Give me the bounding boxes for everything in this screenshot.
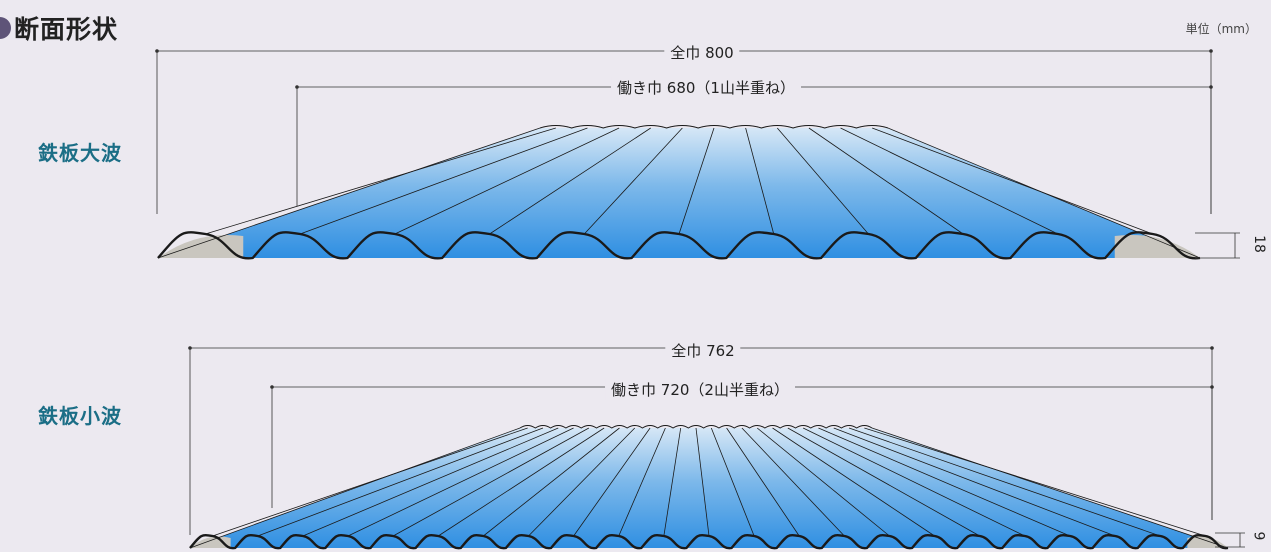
- total-width-small-wave: 全巾 762: [665, 340, 741, 361]
- ridge-line: [833, 427, 1116, 537]
- product-label-large-wave: 鉄板大波: [38, 141, 122, 165]
- ridge-line: [741, 427, 845, 537]
- sheet-surface: [158, 128, 1200, 258]
- sheet-top-edge: [539, 125, 889, 129]
- ridge-line: [872, 127, 1153, 235]
- product-label-small-wave: 鉄板小波: [38, 404, 122, 428]
- ridge-line: [394, 127, 620, 235]
- ridge-line: [618, 427, 666, 537]
- total-width-large-wave: 全巾 800: [664, 42, 740, 63]
- ridge-line: [787, 427, 980, 537]
- ridge-line: [437, 427, 605, 537]
- ridge-line: [257, 427, 544, 537]
- ridge-line: [573, 427, 651, 537]
- ridge-line: [347, 427, 574, 537]
- section-heading: 断面形状: [0, 10, 118, 46]
- working-width-large-wave: 働き巾 680（1山半重ね）: [611, 77, 801, 98]
- large-wave-sheet: [157, 125, 1201, 260]
- ridge-line: [864, 427, 1206, 537]
- sheet-side-right: [887, 127, 1201, 259]
- sheet-surface: [190, 428, 1228, 548]
- sheet-underside-right: [1114, 234, 1200, 258]
- ridge-line: [848, 427, 1161, 537]
- ridge-line: [808, 127, 964, 235]
- ridge-line: [695, 427, 710, 537]
- ridge-line: [840, 127, 1059, 235]
- working-width-small-wave: 働き巾 720（2山半重ね）: [605, 379, 795, 400]
- section-title: 断面形状: [14, 15, 119, 44]
- sheet-underside-left: [158, 234, 244, 258]
- height-dim-small-wave: 9: [1250, 531, 1267, 541]
- ridge-line: [710, 427, 755, 537]
- ridge-line: [489, 127, 651, 235]
- ridge-line: [299, 127, 588, 235]
- ridge-line: [772, 427, 935, 537]
- ridge-line: [302, 427, 559, 537]
- ridge-line: [756, 427, 890, 537]
- ridge-line: [483, 427, 620, 537]
- sheet-side-left: [189, 427, 521, 549]
- sheet-side-left: [157, 127, 541, 259]
- sheet-top-edge: [519, 425, 873, 429]
- unit-note: 単位（mm）: [1185, 22, 1257, 36]
- ridge-line: [528, 427, 636, 537]
- ridge-line: [678, 127, 715, 235]
- bullet-icon: [0, 17, 11, 39]
- sheet-side-right: [871, 427, 1229, 549]
- ridge-line: [802, 427, 1026, 537]
- ridge-line: [583, 127, 683, 235]
- ridge-line: [663, 427, 682, 537]
- ridge-line: [392, 427, 590, 537]
- ridge-line: [205, 127, 556, 235]
- ridge-line: [726, 427, 800, 537]
- ridge-line: [745, 127, 775, 235]
- ridge-line: [818, 427, 1071, 537]
- ridge-line: [776, 127, 869, 235]
- wave-profile: [189, 533, 1229, 550]
- small-wave-sheet: [189, 425, 1229, 550]
- ridge-line: [212, 427, 528, 537]
- wave-profile: [157, 231, 1201, 260]
- height-dim-large-wave: 18: [1250, 235, 1267, 253]
